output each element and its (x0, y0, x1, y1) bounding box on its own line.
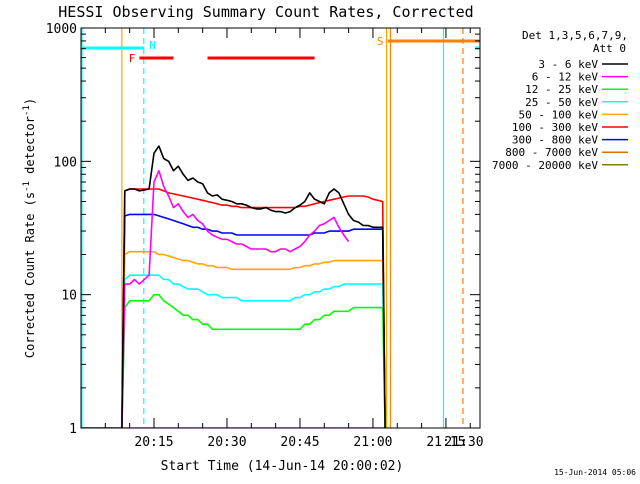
x-axis-label: Start Time (14-Jun-14 20:00:02) (161, 459, 404, 474)
legend-label-7: 800 - 7000 keV (505, 146, 598, 159)
legend-label-5: 100 - 300 keV (512, 121, 598, 134)
legend-label-3: 25 - 50 keV (525, 96, 598, 109)
flag-label-1: S (377, 35, 384, 48)
series-line-0 (81, 145, 386, 428)
series-line-1 (121, 169, 350, 428)
y-tick-label-3: 1000 (46, 22, 77, 37)
x-tick-label-3: 21:00 (353, 435, 392, 450)
x-tick-label-4: 21:15 (426, 435, 465, 450)
legend-label-2: 12 - 25 keV (525, 83, 598, 96)
legend-label-1: 6 - 12 keV (532, 71, 599, 84)
flag-label-0: F (129, 52, 136, 65)
legend-heading-detectors: Det 1,3,5,6,7,9, (522, 29, 628, 42)
orbit-label-0: N (149, 39, 156, 52)
chart-title: HESSI Observing Summary Count Rates, Cor… (58, 3, 473, 21)
y-axis-label: Corrected Count Rate (s-1 detector-1) (22, 98, 37, 358)
legend-label-6: 300 - 800 keV (512, 134, 598, 147)
plot-clipped-group (81, 28, 480, 428)
legend-label-8: 7000 - 20000 keV (492, 159, 598, 172)
y-axis-label-part3: ) (23, 98, 37, 105)
y-axis-label-part1: Corrected Count Rate (s (23, 192, 37, 358)
plot-frame (80, 27, 481, 429)
series-line-6 (121, 213, 386, 428)
legend-label-4: 50 - 100 keV (519, 108, 599, 121)
x-tick-label-2: 20:45 (280, 435, 319, 450)
y-tick-label-1: 10 (61, 289, 77, 304)
series-line-2 (121, 293, 386, 428)
x-tick-label-extra-0: 21:30 (444, 435, 483, 450)
legend-heading-attenuator: Att 0 (593, 42, 626, 55)
series-line-3 (121, 274, 386, 428)
series-line-4 (121, 250, 386, 428)
y-tick-label-2: 100 (54, 155, 77, 170)
series-line-5 (121, 188, 386, 428)
y-tick-label-0: 1 (69, 422, 77, 437)
plot-area: NF S 1 10 100 1000 20:15 20:30 20:45 21:00 21:1521… (46, 22, 484, 450)
footer-timestamp: 15-Jun-2014 05:06 (554, 468, 636, 477)
y-axis-label-sup2: -1 (22, 105, 32, 116)
y-axis-label-part2: detector (23, 116, 37, 181)
legend-label-0: 3 - 6 keV (538, 58, 598, 71)
x-tick-label-1: 20:30 (207, 435, 246, 450)
y-axis-label-sup1: -1 (22, 181, 32, 192)
x-tick-label-0: 20:15 (134, 435, 173, 450)
